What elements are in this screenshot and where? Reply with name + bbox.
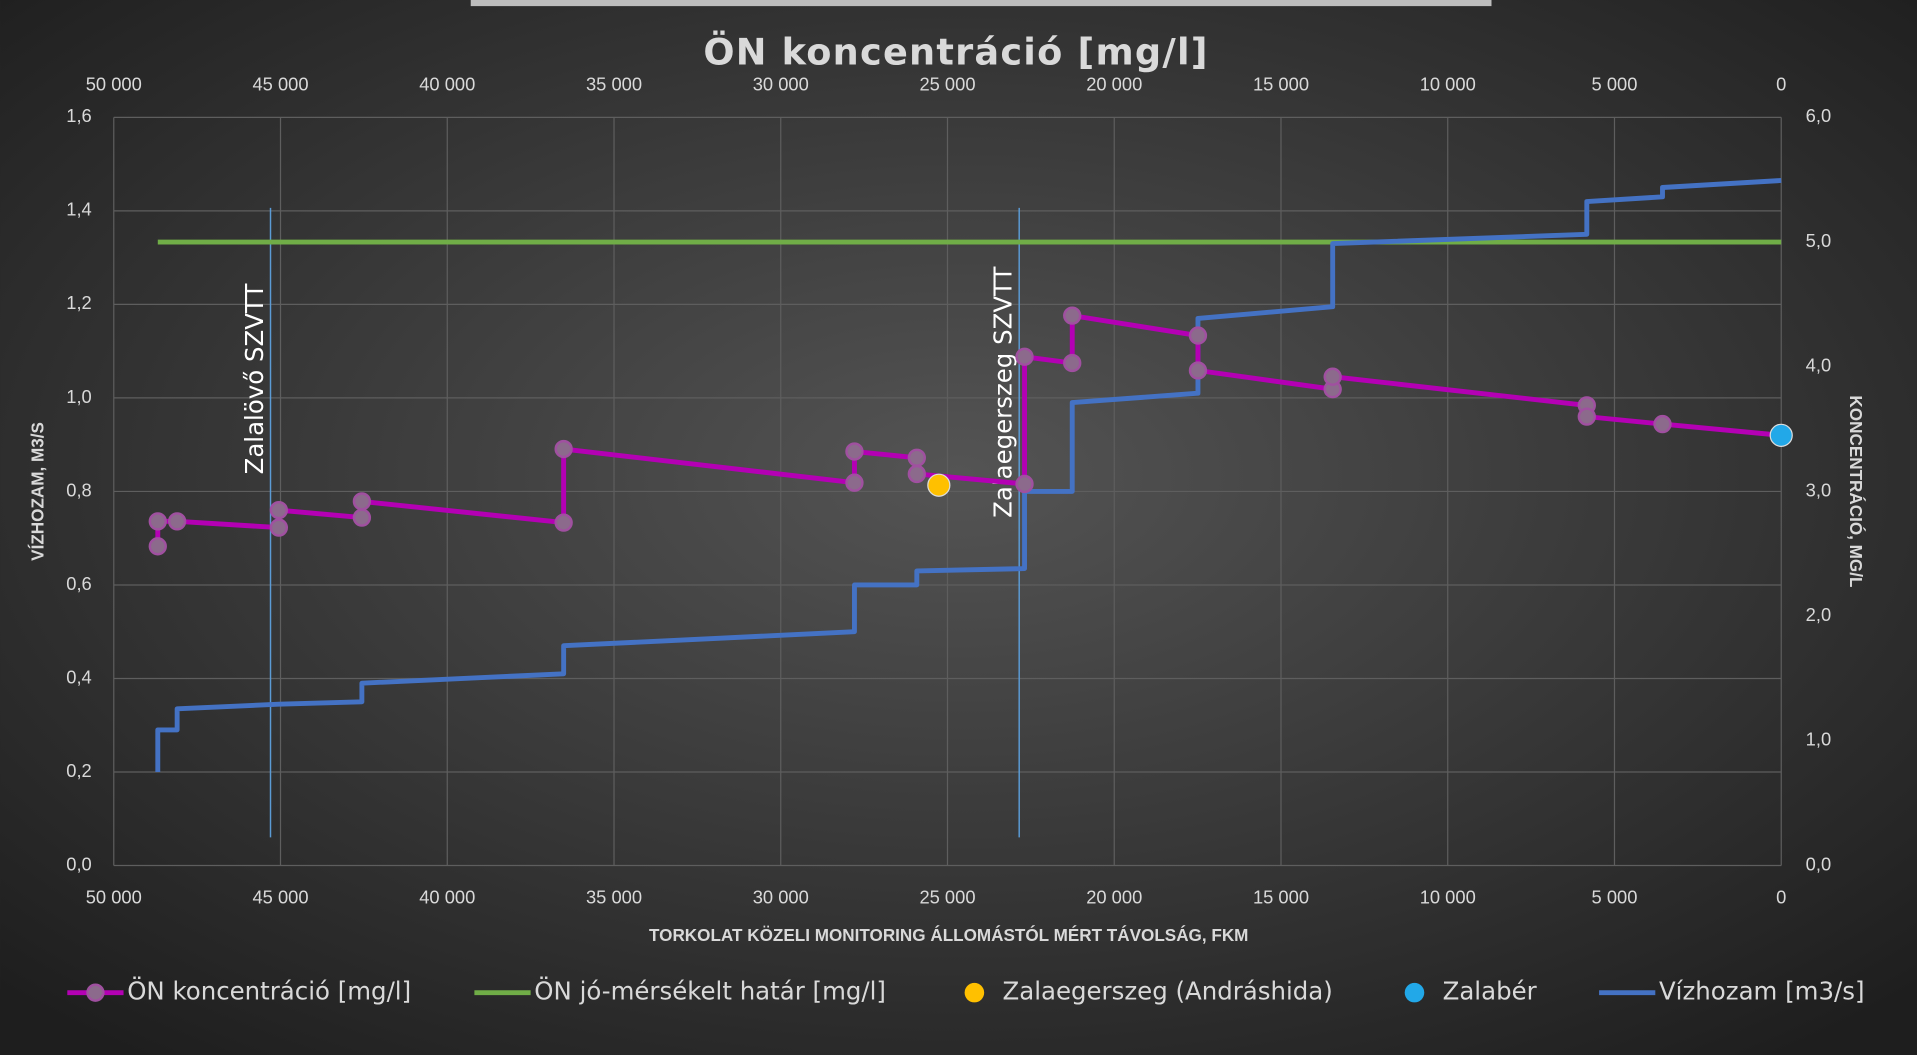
marker	[352, 492, 372, 511]
marker	[167, 512, 187, 531]
x2-tick-label: 30 000	[753, 73, 809, 94]
y2-axis-label: KONCENTRÁCIÓ, MG/L	[1846, 395, 1865, 587]
y-tick-label: 1,2	[66, 292, 91, 313]
x-tick-label: 20 000	[1086, 886, 1142, 907]
x2-tick-label: 0	[1776, 73, 1786, 94]
x-tick-label: 50 000	[86, 886, 142, 907]
legend-label: ÖN koncentráció [mg/l]	[127, 977, 411, 1006]
top-bar	[470, 0, 1492, 7]
y-tick-label: 0,6	[66, 573, 91, 594]
marker	[1063, 353, 1082, 373]
annotation: Zalaegerszeg SZVTT	[989, 266, 1018, 517]
x-tick-label: 0	[1776, 886, 1786, 907]
marker	[1188, 361, 1208, 380]
y-axis-label: VÍZHOZAM, M3/S	[29, 422, 48, 561]
x-tick-label: 5 000	[1592, 886, 1638, 907]
y-tick-label: 0,2	[66, 760, 91, 781]
y2-tick-label: 3,0	[1806, 479, 1831, 500]
marker	[845, 442, 864, 461]
marker	[1653, 414, 1672, 434]
marker	[845, 473, 864, 492]
y2-tick-label: 5,0	[1806, 230, 1831, 251]
marker	[1323, 367, 1342, 386]
legend-marker	[964, 982, 985, 1003]
y2-tick-label: 0,0	[1806, 853, 1831, 874]
marker	[269, 518, 289, 537]
x-tick-label: 15 000	[1253, 886, 1309, 907]
y2-tick-label: 6,0	[1806, 105, 1831, 126]
marker	[269, 500, 289, 520]
point	[1769, 423, 1793, 447]
y-tick-label: 0,4	[66, 666, 91, 687]
y-tick-label: 0,0	[66, 853, 91, 874]
y-tick-label: 1,4	[66, 199, 91, 220]
point	[927, 473, 951, 497]
x2-tick-label: 40 000	[419, 73, 475, 94]
marker	[352, 508, 372, 527]
legend-label: Zalabér	[1443, 977, 1538, 1006]
x2-tick-label: 25 000	[919, 73, 975, 94]
x-tick-label: 45 000	[252, 886, 308, 907]
x2-tick-label: 15 000	[1253, 73, 1309, 94]
y-tick-label: 1,6	[66, 105, 91, 126]
x-tick-label: 10 000	[1420, 886, 1476, 907]
legend-marker	[1404, 982, 1425, 1003]
x-tick-label: 25 000	[919, 886, 975, 907]
marker	[1015, 347, 1034, 366]
marker	[1063, 306, 1082, 325]
marker	[554, 513, 573, 532]
x-axis-label: TORKOLAT KÖZELI MONITORING ÁLLOMÁSTÓL MÉ…	[649, 926, 1248, 945]
legend-label: Vízhozam [m3/s]	[1659, 977, 1865, 1006]
legend-label: Zalaegerszeg (Andráshida)	[1003, 977, 1333, 1006]
labels: 50 000 50 000 45 000 45 000 40 000 40 000 35 0…	[66, 73, 1864, 1005]
x2-tick-label: 45 000	[252, 73, 308, 94]
plot: Zalalövő SZVTT Zalaegerszeg SZVTT	[148, 178, 1793, 838]
marker	[907, 448, 926, 467]
marker	[148, 537, 167, 556]
x2-tick-label: 10 000	[1420, 73, 1476, 94]
marker	[148, 512, 167, 531]
legend-marker	[86, 983, 105, 1002]
marker	[554, 439, 573, 459]
y2-tick-label: 2,0	[1806, 604, 1831, 625]
series-line	[155, 178, 1782, 772]
x-tick-label: 30 000	[753, 886, 809, 907]
y2-tick-label: 1,0	[1806, 729, 1831, 750]
y-tick-label: 1,0	[66, 386, 91, 407]
x2-tick-label: 20 000	[1086, 73, 1142, 94]
legend-label: ÖN jó-mérsékelt határ [mg/l]	[534, 977, 886, 1006]
y2-tick-label: 4,0	[1806, 355, 1831, 376]
marker	[1015, 474, 1034, 494]
marker	[1188, 326, 1208, 345]
x-tick-label: 40 000	[419, 886, 475, 907]
x-tick-label: 35 000	[586, 886, 642, 907]
x2-tick-label: 5 000	[1592, 73, 1638, 94]
x2-tick-label: 35 000	[586, 73, 642, 94]
y-tick-label: 0,8	[66, 479, 91, 500]
chart-title: ÖN koncentráció [mg/l]	[703, 29, 1208, 73]
x2-tick-label: 50 000	[86, 73, 142, 94]
marker	[907, 464, 926, 484]
marker	[1577, 407, 1596, 426]
annotation: Zalalövő SZVTT	[240, 284, 269, 475]
